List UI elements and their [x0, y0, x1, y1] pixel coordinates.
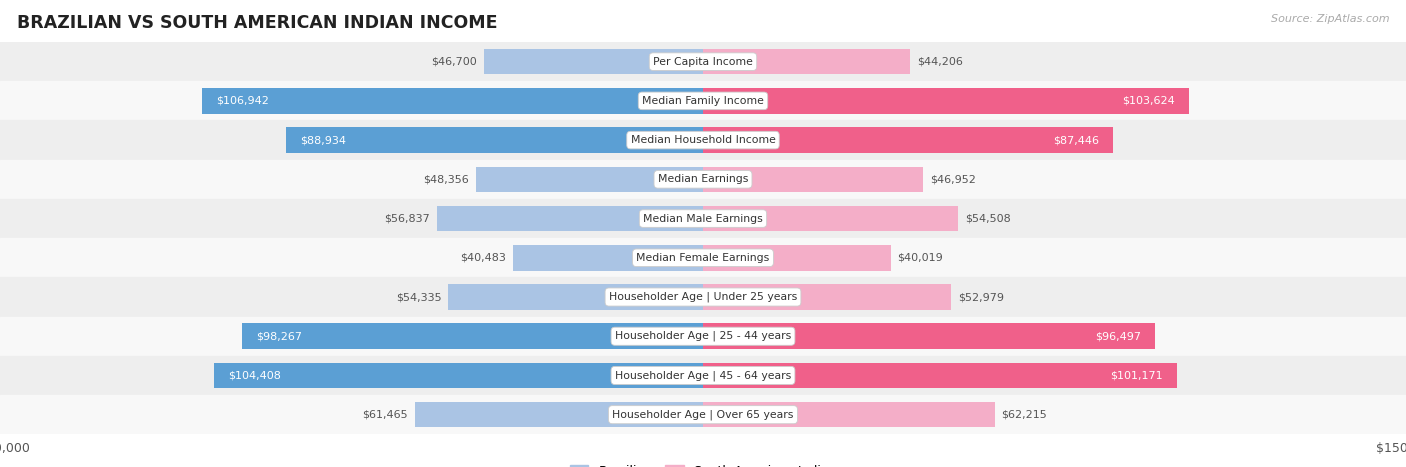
Text: $88,934: $88,934	[301, 135, 346, 145]
Text: $62,215: $62,215	[1001, 410, 1047, 420]
Bar	[703, 402, 994, 427]
Text: Householder Age | 25 - 44 years: Householder Age | 25 - 44 years	[614, 331, 792, 341]
Text: $56,837: $56,837	[384, 213, 430, 224]
Text: $54,335: $54,335	[395, 292, 441, 302]
Bar	[513, 245, 703, 270]
Bar	[449, 284, 703, 310]
Text: $98,267: $98,267	[256, 331, 302, 341]
Text: $61,465: $61,465	[363, 410, 408, 420]
Bar	[242, 324, 703, 349]
Bar	[0, 356, 1406, 395]
Text: $103,624: $103,624	[1122, 96, 1174, 106]
Bar	[703, 245, 890, 270]
Bar	[703, 324, 1156, 349]
Bar	[0, 277, 1406, 317]
Text: Median Female Earnings: Median Female Earnings	[637, 253, 769, 263]
Bar	[415, 402, 703, 427]
Text: $44,206: $44,206	[917, 57, 963, 67]
Bar	[703, 284, 952, 310]
Text: $101,171: $101,171	[1111, 370, 1163, 381]
Text: $96,497: $96,497	[1095, 331, 1142, 341]
Bar	[0, 317, 1406, 356]
Text: Householder Age | 45 - 64 years: Householder Age | 45 - 64 years	[614, 370, 792, 381]
Text: Householder Age | Under 25 years: Householder Age | Under 25 years	[609, 292, 797, 302]
Bar	[703, 88, 1188, 113]
Bar	[0, 238, 1406, 277]
Text: Per Capita Income: Per Capita Income	[652, 57, 754, 67]
Text: Median Family Income: Median Family Income	[643, 96, 763, 106]
Text: $87,446: $87,446	[1053, 135, 1098, 145]
Bar	[0, 81, 1406, 120]
Text: Median Household Income: Median Household Income	[630, 135, 776, 145]
Bar	[703, 206, 959, 231]
Text: Source: ZipAtlas.com: Source: ZipAtlas.com	[1271, 14, 1389, 24]
Text: $106,942: $106,942	[217, 96, 269, 106]
Bar	[484, 49, 703, 74]
Text: Median Earnings: Median Earnings	[658, 174, 748, 184]
Text: $46,952: $46,952	[931, 174, 976, 184]
Text: $46,700: $46,700	[432, 57, 477, 67]
Text: Householder Age | Over 65 years: Householder Age | Over 65 years	[612, 410, 794, 420]
Bar	[477, 167, 703, 192]
Bar	[0, 199, 1406, 238]
Bar	[437, 206, 703, 231]
Bar	[214, 363, 703, 388]
Text: $52,979: $52,979	[959, 292, 1004, 302]
Bar	[703, 49, 910, 74]
Bar	[202, 88, 703, 113]
Text: $40,019: $40,019	[897, 253, 943, 263]
Bar	[0, 395, 1406, 434]
Text: $48,356: $48,356	[423, 174, 470, 184]
Bar	[287, 127, 703, 153]
Text: $40,483: $40,483	[460, 253, 506, 263]
Bar	[0, 42, 1406, 81]
Bar	[0, 160, 1406, 199]
Text: $104,408: $104,408	[228, 370, 281, 381]
Bar	[703, 167, 924, 192]
Bar	[703, 363, 1177, 388]
Bar	[703, 127, 1112, 153]
Bar	[0, 120, 1406, 160]
Text: $54,508: $54,508	[966, 213, 1011, 224]
Text: Median Male Earnings: Median Male Earnings	[643, 213, 763, 224]
Text: BRAZILIAN VS SOUTH AMERICAN INDIAN INCOME: BRAZILIAN VS SOUTH AMERICAN INDIAN INCOM…	[17, 14, 498, 32]
Legend: Brazilian, South American Indian: Brazilian, South American Indian	[565, 460, 841, 467]
